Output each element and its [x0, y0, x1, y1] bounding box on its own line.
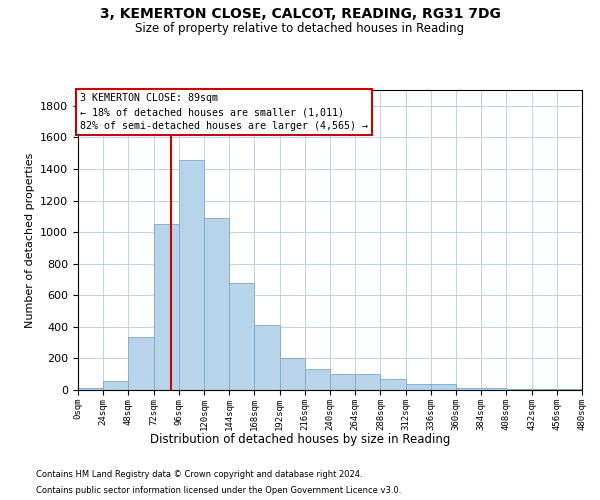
- Bar: [406, 384, 431, 390]
- Bar: [380, 379, 406, 390]
- Bar: [431, 384, 456, 390]
- Text: Contains public sector information licensed under the Open Government Licence v3: Contains public sector information licen…: [36, 486, 401, 495]
- Text: Distribution of detached houses by size in Reading: Distribution of detached houses by size …: [150, 432, 450, 446]
- Bar: [355, 374, 380, 390]
- Bar: [506, 389, 532, 390]
- Bar: [557, 389, 582, 390]
- Bar: [305, 370, 330, 390]
- Bar: [128, 337, 154, 390]
- Text: Contains HM Land Registry data © Crown copyright and database right 2024.: Contains HM Land Registry data © Crown c…: [36, 470, 362, 479]
- Bar: [280, 358, 305, 390]
- Bar: [456, 388, 481, 390]
- Bar: [154, 224, 179, 390]
- Bar: [229, 282, 254, 390]
- Text: Size of property relative to detached houses in Reading: Size of property relative to detached ho…: [136, 22, 464, 35]
- Bar: [254, 326, 280, 390]
- Bar: [532, 389, 557, 390]
- Bar: [179, 160, 204, 390]
- Bar: [204, 218, 229, 390]
- Text: 3, KEMERTON CLOSE, CALCOT, READING, RG31 7DG: 3, KEMERTON CLOSE, CALCOT, READING, RG31…: [100, 8, 500, 22]
- Y-axis label: Number of detached properties: Number of detached properties: [25, 152, 35, 328]
- Bar: [103, 382, 128, 390]
- Bar: [330, 374, 355, 390]
- Bar: [481, 388, 506, 390]
- Bar: [78, 388, 103, 390]
- Text: 3 KEMERTON CLOSE: 89sqm
← 18% of detached houses are smaller (1,011)
82% of semi: 3 KEMERTON CLOSE: 89sqm ← 18% of detache…: [80, 93, 368, 131]
